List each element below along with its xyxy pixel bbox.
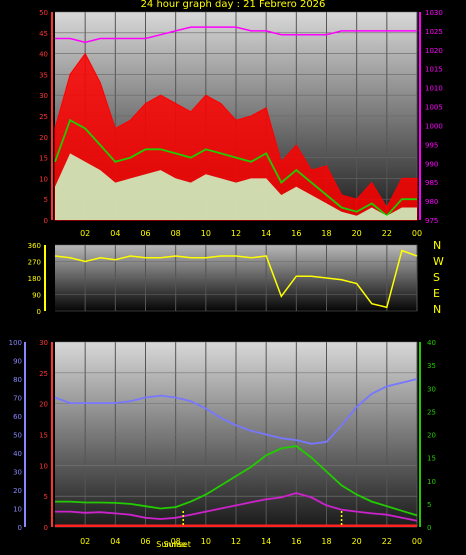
hour-label: 06 bbox=[140, 229, 150, 238]
pressure-tick-label: 1015 bbox=[425, 66, 443, 74]
temp-left-tick-label: 0 bbox=[44, 524, 48, 532]
pressure-tick-label: 1020 bbox=[425, 47, 443, 55]
wind-tick-label: 45 bbox=[39, 30, 48, 38]
temp-left-tick-label: 5 bbox=[44, 493, 48, 501]
hour-label: 08 bbox=[171, 229, 181, 238]
hour-label: 12 bbox=[231, 229, 241, 238]
temp-right-tick-label: 35 bbox=[427, 362, 436, 370]
series-wind-light bbox=[55, 153, 417, 220]
temp-right-tick-label: 20 bbox=[427, 432, 436, 440]
hour-label: 02 bbox=[80, 537, 90, 546]
sunrise-label: Sunrise bbox=[156, 540, 186, 549]
hour-label: 10 bbox=[201, 537, 211, 546]
hour-label: 12 bbox=[231, 537, 241, 546]
series-humidity bbox=[54, 378, 418, 445]
compass-label: N bbox=[433, 303, 442, 316]
temp-right-tick-label: 25 bbox=[427, 408, 436, 416]
wind-tick-label: 5 bbox=[44, 196, 48, 204]
hour-label: 00 bbox=[412, 537, 422, 546]
temp-right-tick-label: 0 bbox=[427, 524, 431, 532]
pressure-tick-label: 980 bbox=[425, 198, 438, 206]
temp-left-tick-label: 10 bbox=[39, 462, 48, 470]
compass-label: N bbox=[433, 239, 442, 252]
humidity-tick-label: 80 bbox=[13, 376, 22, 384]
compass-label: W bbox=[433, 255, 444, 268]
hour-label: 06 bbox=[140, 537, 150, 546]
temp-right-tick-label: 30 bbox=[427, 385, 436, 393]
hour-label: 22 bbox=[382, 229, 392, 238]
wind-tick-label: 40 bbox=[39, 51, 48, 59]
hour-label: 04 bbox=[110, 229, 120, 238]
temp-right-tick-label: 10 bbox=[427, 478, 436, 486]
pressure-tick-label: 1005 bbox=[425, 104, 443, 112]
hour-label: 18 bbox=[321, 229, 331, 238]
wind-tick-label: 35 bbox=[39, 71, 48, 79]
wind-tick-label: 10 bbox=[39, 175, 48, 183]
direction-tick-label: 180 bbox=[28, 275, 41, 283]
hour-label: 18 bbox=[321, 537, 331, 546]
series-direction bbox=[54, 249, 418, 309]
humidity-tick-label: 0 bbox=[18, 524, 22, 532]
humidity-tick-label: 40 bbox=[13, 450, 22, 458]
compass-label: E bbox=[433, 287, 440, 300]
humidity-tick-label: 30 bbox=[13, 469, 22, 477]
series-pressure bbox=[55, 26, 417, 44]
hour-label: 10 bbox=[201, 229, 211, 238]
temp-left-tick-label: 20 bbox=[39, 401, 48, 409]
hour-label: 14 bbox=[261, 537, 271, 546]
pressure-tick-label: 1000 bbox=[425, 122, 443, 130]
direction-tick-label: 90 bbox=[32, 292, 41, 300]
humidity-tick-label: 70 bbox=[13, 395, 22, 403]
hour-label: 16 bbox=[291, 537, 301, 546]
hour-label: 16 bbox=[291, 229, 301, 238]
direction-tick-label: 0 bbox=[37, 308, 41, 316]
pressure-tick-label: 1010 bbox=[425, 85, 443, 93]
temp-left-tick-label: 15 bbox=[39, 432, 48, 440]
pressure-tick-label: 1025 bbox=[425, 28, 443, 36]
direction-tick-label: 360 bbox=[28, 242, 41, 250]
wind-tick-label: 0 bbox=[44, 217, 48, 225]
hour-label: 14 bbox=[261, 229, 271, 238]
wind-tick-label: 30 bbox=[39, 92, 48, 100]
pressure-tick-label: 975 bbox=[425, 217, 438, 225]
temp-left-tick-label: 30 bbox=[39, 339, 48, 347]
page-title: 24 hour graph day : 21 Febrero 2026 bbox=[140, 0, 326, 10]
hour-label: 00 bbox=[412, 229, 422, 238]
pressure-tick-label: 990 bbox=[425, 160, 438, 168]
wind-tick-label: 15 bbox=[39, 155, 48, 163]
humidity-tick-label: 20 bbox=[13, 487, 22, 495]
humidity-tick-label: 50 bbox=[13, 432, 22, 440]
wind-tick-label: 25 bbox=[39, 113, 48, 121]
pressure-tick-label: 995 bbox=[425, 141, 438, 149]
wind-tick-label: 20 bbox=[39, 134, 48, 142]
wind-tick-label: 50 bbox=[39, 9, 48, 17]
direction-tick-label: 270 bbox=[28, 259, 41, 267]
pressure-tick-label: 985 bbox=[425, 179, 438, 187]
hour-label: 20 bbox=[352, 229, 362, 238]
humidity-tick-label: 60 bbox=[13, 413, 22, 421]
temp-right-tick-label: 5 bbox=[427, 501, 431, 509]
temp-left-tick-label: 25 bbox=[39, 370, 48, 378]
hour-label: 02 bbox=[80, 229, 90, 238]
hour-label: 08 bbox=[171, 537, 181, 546]
series-dewpoint bbox=[55, 492, 418, 522]
compass-label: S bbox=[433, 271, 440, 284]
series-temperature bbox=[55, 445, 418, 517]
temp-right-tick-label: 40 bbox=[427, 339, 436, 347]
hour-label: 20 bbox=[352, 537, 362, 546]
humidity-tick-label: 100 bbox=[9, 339, 22, 347]
humidity-tick-label: 90 bbox=[13, 358, 22, 366]
hour-label: 22 bbox=[382, 537, 392, 546]
pressure-tick-label: 1030 bbox=[425, 9, 443, 17]
temp-right-tick-label: 15 bbox=[427, 455, 436, 463]
hour-label: 04 bbox=[110, 537, 120, 546]
sunset-label: Sunset bbox=[163, 540, 190, 549]
humidity-tick-label: 10 bbox=[13, 506, 22, 514]
series-wind-average bbox=[54, 118, 417, 218]
